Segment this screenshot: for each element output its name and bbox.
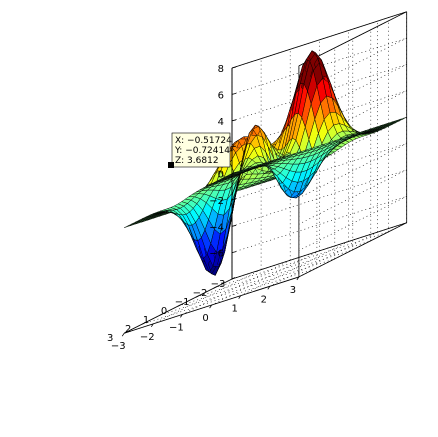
z-tick-label: 0 [218,170,224,181]
y-tick-mark [267,286,271,290]
grid-line [231,222,407,280]
y-tick-label: 3 [290,285,296,296]
y-tick-mark [209,304,212,309]
z-tick-label: −2 [209,196,224,207]
z-tick-mark [231,224,237,227]
y-tick-label: −2 [140,332,155,343]
y-tick-mark [121,332,125,337]
grid-line [240,241,349,296]
grid-line [231,90,407,148]
x-tick-label: −2 [193,288,208,299]
x-tick-label: 1 [143,315,149,326]
x-tick-label: 0 [161,306,167,317]
x-tick-label: −1 [175,297,190,308]
grid-line [211,250,320,306]
datatip-x: X: −0.51724 [175,136,232,146]
y-tick-mark [296,276,300,281]
datatip-z: Z: 3.6812 [175,156,219,166]
z-tick-mark [231,93,237,95]
y-tick-label: −3 [111,341,126,352]
z-tick-mark [231,172,237,174]
grid-line [153,269,262,325]
surface-cell [397,116,407,122]
grid-line [231,169,407,227]
y-tick-label: −1 [169,322,184,333]
y-tick-label: 0 [202,313,208,324]
grid-line [231,11,407,69]
grid-line [182,259,291,315]
x-tick-mark [124,331,128,334]
y-tick-mark [180,314,183,318]
z-tick-mark [231,119,237,122]
y-tick-mark [150,323,154,328]
surface-mesh [123,50,407,276]
z-tick-label: −6 [209,249,224,260]
x-tick-label: 3 [107,333,113,344]
datatip[interactable]: X: −0.51724 Y: −0.72414 Z: 3.6812 [171,132,232,168]
grid-line [298,222,407,278]
x-tick-mark [231,277,236,280]
grid-line [298,169,407,225]
z-tick-label: 8 [218,64,224,75]
z-tick-mark [231,251,237,253]
x-tick-label: −3 [211,279,226,290]
x-tick-label: 2 [125,324,131,335]
y-tick-label: 1 [232,304,238,315]
grid-line [231,143,407,201]
x-tick-mark [159,313,164,316]
z-tick-mark [231,198,237,201]
grid-line [269,231,378,287]
z-tick-mark [231,66,237,69]
datatip-box [171,132,231,168]
z-tick-label: 6 [218,90,224,101]
grid-line [231,196,407,253]
x-tick-mark [142,322,146,325]
x-tick-mark [177,304,182,307]
grid-line [298,196,407,251]
z-tick-label: −4 [209,222,224,233]
grid-line [231,64,407,122]
datatip-marker [168,162,174,168]
grid-line [298,143,407,199]
datatip-y: Y: −0.72414 [174,146,230,156]
z-tick-label: 4 [218,117,224,128]
grid-line [231,37,407,95]
x-tick-mark [195,295,200,298]
z-tick-mark [231,145,237,148]
y-tick-label: 2 [261,294,267,305]
x-tick-mark [213,286,218,289]
y-tick-mark [238,295,242,299]
